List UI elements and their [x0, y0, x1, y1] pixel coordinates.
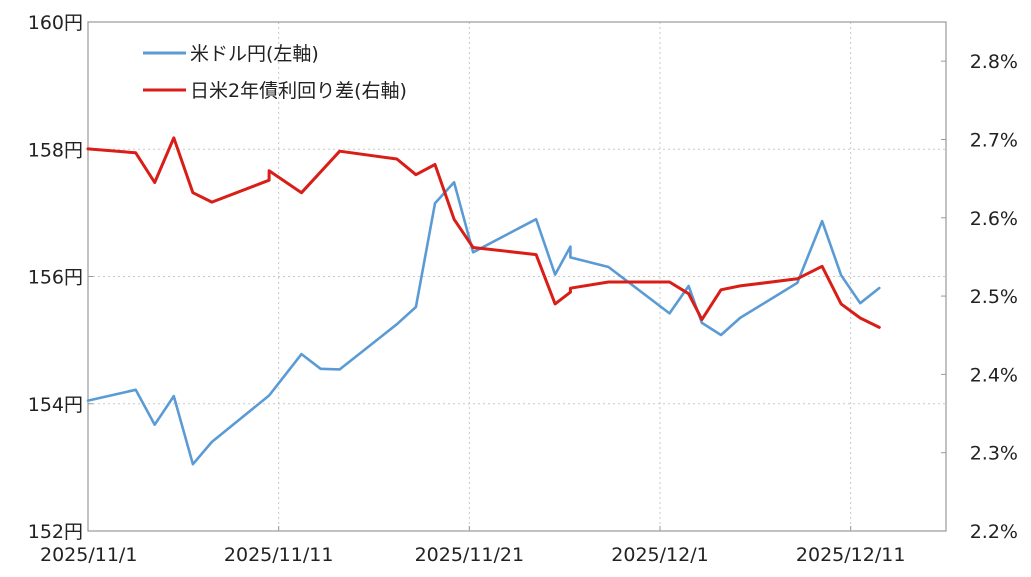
left-tick-label-4: 160円 — [28, 12, 83, 34]
series-layer — [86, 136, 881, 466]
right-tick-label-4: 2.6% — [970, 208, 1018, 230]
legend: 米ドル円(左軸) 日米2年債利回り差(右軸) — [143, 43, 407, 102]
right-tick-label-1: 2.3% — [970, 443, 1018, 465]
x-tick-label-1: 2025/11/11 — [224, 544, 334, 566]
left-tick-label-2: 156円 — [28, 267, 83, 289]
right-axis-ticks: 2.2% 2.3% 2.4% 2.5% 2.6% 2.7% 2.8% — [941, 51, 1018, 543]
left-axis-ticks: 152円 154円 156円 158円 160円 — [28, 12, 93, 543]
x-tick-label-4: 2025/12/11 — [796, 544, 906, 566]
left-tick-label-0: 152円 — [28, 521, 83, 543]
legend-label-yield-spread: 日米2年債利回り差(右軸) — [190, 80, 407, 102]
x-axis-ticks: 2025/11/1 2025/11/11 2025/11/21 2025/12/1 20… — [40, 526, 905, 566]
x-tick-label-2: 2025/11/21 — [415, 544, 525, 566]
legend-label-usdjpy: 米ドル円(左軸) — [190, 43, 319, 65]
x-tick-label-0: 2025/11/1 — [40, 544, 137, 566]
right-tick-label-5: 2.7% — [970, 129, 1018, 151]
right-tick-label-3: 2.5% — [970, 286, 1018, 308]
x-tick-label-3: 2025/12/1 — [611, 544, 708, 566]
left-tick-label-1: 154円 — [28, 394, 83, 416]
series-line-usdjpy — [86, 181, 881, 466]
series-line-yield-spread — [86, 136, 881, 329]
left-tick-label-3: 158円 — [28, 139, 83, 161]
right-tick-label-0: 2.2% — [970, 521, 1018, 543]
right-tick-label-2: 2.4% — [970, 364, 1018, 386]
right-tick-label-6: 2.8% — [970, 51, 1018, 73]
